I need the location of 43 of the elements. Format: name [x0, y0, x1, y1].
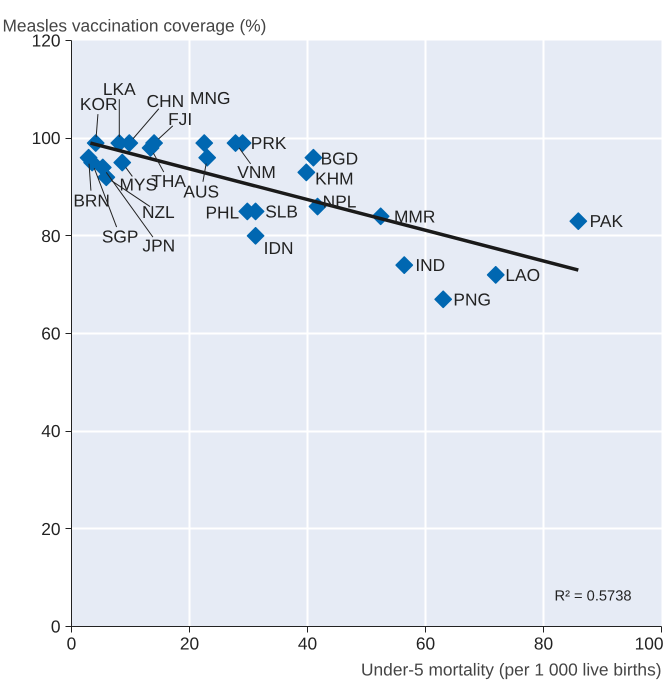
- annotation: VNM: [237, 162, 276, 182]
- point: [395, 256, 414, 274]
- annotation: R² = 0.5738: [554, 588, 632, 604]
- x-tick-label: 100: [634, 634, 663, 654]
- annotation: PRK: [250, 133, 287, 154]
- y-tick-label: 80: [41, 226, 61, 246]
- annotation: JPN: [142, 235, 176, 256]
- point: [198, 148, 216, 167]
- point: [434, 290, 452, 308]
- annotation: IND: [415, 255, 446, 276]
- annotation: CHN: [146, 91, 184, 112]
- point: [486, 266, 505, 284]
- x-tick-label: 0: [66, 634, 76, 654]
- annotation: PHL: [205, 202, 240, 222]
- y-tick-label: 0: [50, 616, 61, 636]
- annotation: KHM: [315, 168, 354, 188]
- annotation: PNG: [453, 289, 491, 310]
- x-tick-label: 60: [416, 634, 436, 654]
- annotation: PAK: [590, 211, 624, 232]
- x-axis-title: Under-5 mortality (per 1 000 live births): [361, 660, 662, 680]
- x-tick-label: 20: [180, 634, 200, 654]
- y-tick-label: 40: [41, 421, 61, 442]
- annotation: FJI: [168, 109, 192, 130]
- annotation: SGP: [102, 226, 138, 247]
- annotation: SLB: [265, 201, 298, 222]
- point: [569, 212, 588, 230]
- x-tick-label: 40: [298, 634, 318, 654]
- annotation: NPL: [322, 192, 357, 212]
- point: [304, 148, 322, 167]
- point: [195, 134, 214, 152]
- point: [113, 154, 132, 172]
- annotation: IDN: [264, 238, 294, 258]
- point: [246, 226, 265, 245]
- y-tick-label: 20: [41, 518, 61, 539]
- annotation: MNG: [190, 88, 230, 108]
- x-tick-label: 80: [534, 634, 554, 654]
- annotation: MMR: [394, 206, 436, 226]
- annotation: BGD: [320, 148, 358, 169]
- annotation: NZL: [142, 202, 176, 222]
- y-tick-label: 60: [41, 324, 61, 344]
- point: [297, 163, 316, 182]
- y-tick-label: 100: [32, 128, 61, 148]
- annotation: LAO: [505, 264, 540, 285]
